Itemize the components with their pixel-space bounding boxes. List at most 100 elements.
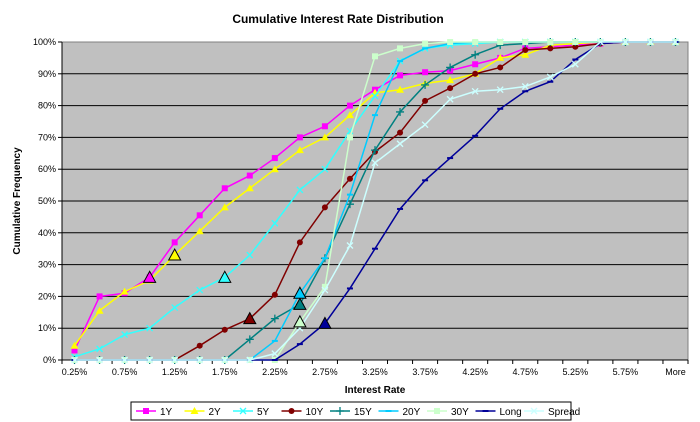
highlight-marker-10y — [242, 311, 257, 325]
x-tick-label: 0.25% — [62, 367, 88, 377]
x-tick-label: 1.75% — [212, 367, 238, 377]
data-point — [422, 97, 429, 104]
data-point — [672, 38, 679, 46]
data-point — [471, 87, 479, 95]
legend-label: Long — [500, 407, 522, 418]
data-point — [121, 331, 129, 339]
data-point — [371, 92, 379, 100]
x-tick-label: 2.75% — [312, 367, 338, 377]
data-point — [270, 165, 279, 173]
data-point — [171, 304, 179, 311]
data-point — [371, 146, 379, 155]
data-point — [396, 85, 405, 93]
legend-label: 5Y — [257, 407, 270, 418]
data-point — [472, 70, 479, 77]
data-point — [95, 306, 104, 314]
x-tick-label: 5.25% — [563, 367, 589, 377]
data-point — [497, 64, 504, 71]
data-point — [271, 155, 278, 162]
legend-item-spread: Spread — [524, 407, 580, 418]
data-point — [246, 172, 253, 179]
y-tick-label: 90% — [38, 69, 56, 79]
y-axis: 0% 10% 20% 30% 40% 50% 60% 70% 80% 90% 100% — [33, 37, 63, 365]
legend-item-15y: 15Y — [330, 407, 372, 418]
y-tick-label: 60% — [38, 164, 56, 174]
data-point — [320, 133, 329, 141]
highlight-marker-30y — [293, 314, 307, 328]
data-point — [71, 347, 78, 354]
x-tick-label: More — [665, 367, 686, 377]
data-point — [397, 45, 404, 52]
data-point — [245, 184, 254, 192]
data-point — [171, 356, 179, 364]
data-point — [546, 73, 554, 81]
x-axis-title: Interest Rate — [345, 385, 406, 396]
data-point — [471, 50, 480, 59]
data-point — [196, 342, 203, 349]
data-point — [196, 286, 204, 294]
highlight-marker-15y — [293, 297, 307, 310]
legend-item-2y: 2Y — [184, 407, 221, 418]
data-point — [547, 45, 554, 52]
gridlines — [62, 73, 688, 329]
data-point — [221, 326, 228, 333]
data-point — [321, 283, 328, 290]
data-point — [646, 38, 654, 46]
data-point — [146, 324, 154, 332]
data-point — [345, 111, 354, 119]
series-layer — [70, 38, 680, 364]
data-point — [521, 83, 529, 90]
data-point — [120, 287, 129, 295]
legend-label: 20Y — [403, 407, 421, 418]
data-point — [336, 407, 344, 415]
data-point — [321, 123, 328, 130]
legend-item-10y: 10Y — [281, 407, 324, 418]
x-tick-label: 4.25% — [462, 367, 488, 377]
data-point — [572, 43, 579, 50]
legend-item-30y: 30Y — [427, 407, 469, 418]
data-point — [70, 341, 79, 349]
data-point — [143, 408, 149, 414]
y-tick-label: 70% — [38, 132, 56, 142]
data-point — [371, 159, 379, 167]
data-point — [396, 140, 404, 148]
data-point — [434, 408, 440, 414]
legend-box — [130, 401, 572, 421]
data-point — [288, 408, 295, 414]
data-point — [195, 227, 204, 235]
legend-label: 30Y — [451, 407, 469, 418]
data-point — [496, 86, 504, 94]
data-point — [472, 61, 479, 68]
data-point — [346, 134, 353, 141]
y-axis-title: Cumulative Frequency — [12, 147, 23, 255]
y-tick-label: 40% — [38, 228, 56, 238]
x-tick-label: 3.25% — [362, 367, 388, 377]
data-point — [521, 50, 530, 58]
data-point — [321, 165, 329, 173]
data-point — [96, 293, 103, 300]
highlight-marker-1y — [142, 270, 157, 283]
legend-label: 1Y — [160, 407, 173, 418]
data-point — [446, 95, 454, 103]
x-tick-label: 1.25% — [162, 367, 188, 377]
data-point — [121, 356, 129, 364]
legend: 1Y 2Y 5Y 10Y 15Y 20Y 30Y Long Spread — [136, 407, 580, 418]
data-point — [246, 356, 254, 364]
x-tick-label: 5.75% — [613, 367, 639, 377]
data-point — [345, 200, 354, 209]
legend-label: 10Y — [306, 407, 324, 418]
chart-title: Cumulative Interest Rate Distribution — [232, 12, 443, 26]
data-point — [396, 107, 405, 116]
data-point — [196, 212, 203, 219]
data-point — [196, 356, 204, 364]
data-point — [321, 286, 329, 294]
data-point — [496, 53, 505, 61]
x-tick-label: 0.75% — [112, 367, 138, 377]
data-point — [522, 46, 529, 53]
y-tick-label: 50% — [38, 196, 56, 206]
data-point — [530, 407, 538, 415]
legend-label: Spread — [548, 407, 580, 418]
data-point — [171, 239, 178, 246]
data-point — [271, 291, 278, 298]
data-point — [572, 39, 579, 45]
